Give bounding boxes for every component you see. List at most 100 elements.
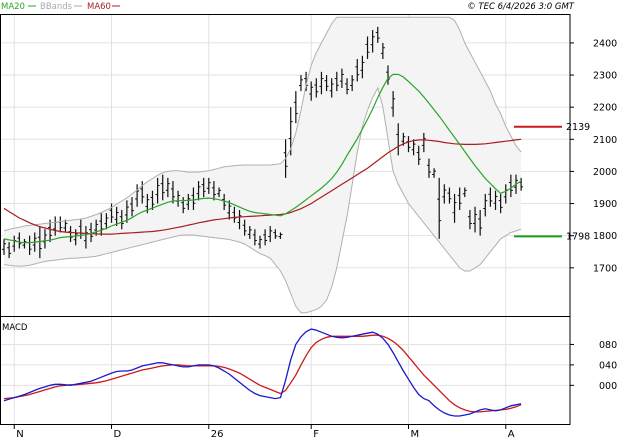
date-tick-label: N — [16, 429, 23, 440]
ohlc-bar — [140, 181, 145, 204]
ohlc-bar — [258, 235, 262, 249]
ohlc-bars — [2, 26, 524, 259]
macd-panel-frame — [0, 316, 571, 425]
level-label-2139: 2139 — [566, 122, 590, 133]
ohlc-bar — [442, 184, 447, 204]
ohlc-bar — [99, 213, 104, 236]
macd-tick-label: 000 — [599, 381, 617, 392]
ohlc-bar — [508, 174, 513, 198]
legend-ma20-label: MA20 — [1, 2, 25, 12]
ohlc-bar — [370, 30, 375, 53]
ohlc-bar — [48, 219, 53, 243]
ohlc-bar — [237, 209, 242, 230]
ohlc-bar — [227, 200, 232, 220]
ohlc-bar — [191, 187, 196, 210]
ohlc-bar — [211, 181, 216, 201]
ohlc-bar — [42, 229, 47, 249]
ohlc-bar — [350, 75, 355, 92]
ohlc-bar — [457, 187, 462, 210]
ohlc-bar — [263, 229, 268, 246]
ohlc-bar — [109, 203, 114, 223]
macd-signal-line — [3, 334, 522, 413]
ohlc-bar — [73, 229, 78, 246]
ohlc-bar — [252, 229, 257, 246]
ohlc-bar — [360, 55, 365, 79]
indicator-lines — [3, 16, 522, 314]
ohlc-bar — [247, 226, 252, 239]
ohlc-bar — [170, 181, 175, 204]
ohlc-bar — [329, 78, 334, 98]
ohlc-bar — [160, 174, 165, 201]
ohlc-bar — [232, 206, 237, 223]
ohlc-bar — [124, 200, 129, 223]
panel-frames — [0, 14, 571, 425]
bollinger-upper-line — [3, 16, 522, 232]
ohlc-bar — [268, 226, 273, 243]
date-axis-labels: N D 26 F M A — [13, 424, 515, 440]
price-level-lines — [514, 125, 562, 238]
macd-lines — [3, 328, 522, 417]
ohlc-bar — [150, 190, 155, 210]
ohlc-bar — [324, 75, 329, 92]
price-tick-label: 2400 — [593, 38, 617, 49]
ohlc-bar — [467, 209, 472, 230]
price-tick-label: 1700 — [593, 263, 617, 274]
ohlc-bar — [2, 238, 6, 255]
ohlc-bar — [222, 193, 227, 210]
ohlc-bar — [462, 187, 467, 198]
ohlc-bar — [119, 209, 124, 230]
ohlc-bar — [186, 193, 191, 210]
date-tick-label: M — [410, 429, 419, 440]
date-tick-label: A — [508, 429, 515, 440]
ohlc-bar — [334, 71, 339, 92]
macd-tick-label: 080 — [599, 340, 617, 351]
ohlc-bar — [452, 193, 457, 223]
macd-line — [3, 328, 522, 417]
ohlc-bar — [380, 42, 385, 59]
ohlc-bar — [365, 36, 370, 59]
ohlc-bar — [83, 226, 88, 249]
ohlc-bar — [196, 181, 201, 201]
level-label-1798: 1798 — [566, 231, 590, 242]
ohlc-bar — [309, 81, 314, 101]
macd-panel-title: MACD — [2, 323, 28, 333]
ohlc-bar — [130, 197, 134, 217]
ohlc-bar — [94, 219, 99, 236]
ohlc-bar — [17, 232, 22, 249]
ohlc-bar — [319, 71, 324, 95]
price-tick-label: 1900 — [593, 199, 617, 210]
copyright-text: © TEC 6/4/2026 3:0 GMT — [467, 2, 575, 12]
bollinger-lower-line — [3, 86, 522, 314]
ohlc-bar — [135, 184, 140, 207]
price-level-labels: 2139 1798 — [566, 122, 590, 243]
price-tick-label: 2200 — [593, 103, 617, 114]
ohlc-bar — [416, 145, 421, 165]
ohlc-bar — [278, 232, 283, 239]
price-tick-label: 2300 — [593, 71, 617, 82]
ohlc-bar — [488, 187, 493, 207]
ohlc-bar — [314, 78, 319, 98]
ohlc-bar — [68, 226, 73, 243]
ohlc-bar — [478, 209, 483, 236]
macd-tick-label: 040 — [599, 360, 617, 371]
ohlc-bar — [242, 219, 247, 236]
ohlc-bar — [201, 177, 206, 198]
ma20-line — [3, 73, 522, 244]
ohlc-bar — [411, 139, 416, 156]
ohlc-bar — [498, 193, 503, 214]
ohlc-bar — [432, 168, 437, 178]
ohlc-bar — [426, 158, 431, 178]
ohlc-bar — [155, 177, 160, 204]
ohlc-bar — [104, 213, 109, 230]
price-tick-label: 2000 — [593, 167, 617, 178]
ohlc-bar — [391, 91, 396, 117]
ohlc-bar — [89, 222, 94, 243]
ohlc-bar — [22, 238, 27, 249]
ohlc-bar — [493, 190, 498, 210]
ohlc-bar — [375, 26, 380, 43]
ohlc-bar — [273, 229, 278, 239]
ohlc-bar — [37, 226, 42, 259]
price-axis-labels: 1700 1800 1900 2000 2100 2200 2300 2400 — [570, 38, 617, 274]
macd-axis-labels: 000 040 080 — [570, 340, 617, 392]
